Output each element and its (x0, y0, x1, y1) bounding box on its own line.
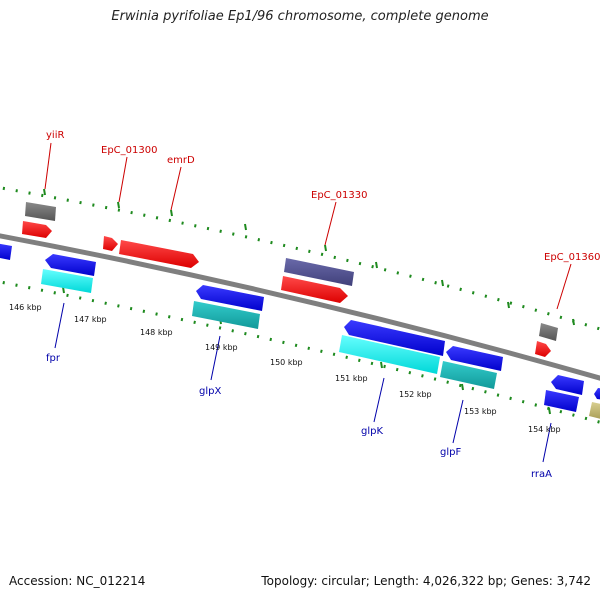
forward-leaders (44, 142, 572, 310)
kbp-label-153: 153 kbp (464, 407, 497, 416)
kbp-label-148: 148 kbp (140, 328, 173, 337)
label-epc01330: EpC_01330 (311, 190, 367, 201)
feature-glpF-blue[interactable] (446, 346, 503, 371)
feature-epc01300-red[interactable] (103, 236, 118, 251)
feature-right-khaki[interactable] (589, 402, 600, 420)
feature-glpK-cyan[interactable] (339, 335, 440, 374)
map-title: Erwinia pyrifoliae Ep1/96 chromosome, co… (111, 9, 489, 24)
kbp-label-154: 154 kbp (528, 425, 561, 434)
kbp-label-152: 152 kbp (399, 390, 432, 399)
feature-glpX-blue[interactable] (196, 285, 264, 311)
label-glpK: glpK (361, 426, 383, 437)
reverse-tick-track (0, 280, 600, 424)
feature-yiiR-red[interactable] (22, 221, 52, 238)
label-rraA: rraA (531, 469, 552, 480)
feature-glpX-teal[interactable] (192, 301, 260, 329)
feature-glpF-teal[interactable] (440, 361, 497, 389)
feature-glpK-blue[interactable] (344, 320, 445, 356)
kbp-label-146: 146 kbp (9, 303, 42, 312)
feature-left-blue[interactable] (0, 243, 12, 260)
label-glpX: glpX (199, 386, 221, 397)
feature-yiiR-gray[interactable] (25, 202, 56, 221)
accession-text: Accession: NC_012214 (9, 574, 146, 588)
chromosome-backbone (0, 233, 600, 381)
label-fpr: fpr (46, 353, 61, 364)
feature-rraA-blue-lower[interactable] (544, 390, 579, 412)
feature-emrD-red[interactable] (119, 240, 199, 268)
feature-epc01330-purple[interactable] (284, 258, 354, 286)
label-epc01300: EpC_01300 (101, 145, 157, 156)
feature-fpr-blue[interactable] (45, 254, 96, 276)
forward-tick-track (0, 186, 600, 331)
reverse-leaders (54, 302, 552, 463)
kbp-label-149: 149 kbp (205, 343, 238, 352)
kbp-label-147: 147 kbp (74, 315, 107, 324)
feature-epc01360-gray[interactable] (539, 323, 558, 341)
feature-rraA-blue-upper[interactable] (551, 375, 584, 395)
feature-right-blue[interactable] (594, 388, 600, 400)
feature-fpr-cyan[interactable] (41, 269, 93, 293)
label-epc01360: EpC_01360 (544, 252, 600, 263)
feature-epc01330-red[interactable] (281, 276, 348, 303)
kbp-label-151: 151 kbp (335, 374, 368, 383)
label-emrD: emrD (167, 155, 195, 166)
label-yiiR: yiiR (46, 130, 64, 141)
kbp-label-150: 150 kbp (270, 358, 303, 367)
topology-text: Topology: circular; Length: 4,026,322 bp… (261, 574, 591, 588)
label-glpF: glpF (440, 447, 461, 458)
feature-epc01360-red[interactable] (535, 341, 551, 357)
